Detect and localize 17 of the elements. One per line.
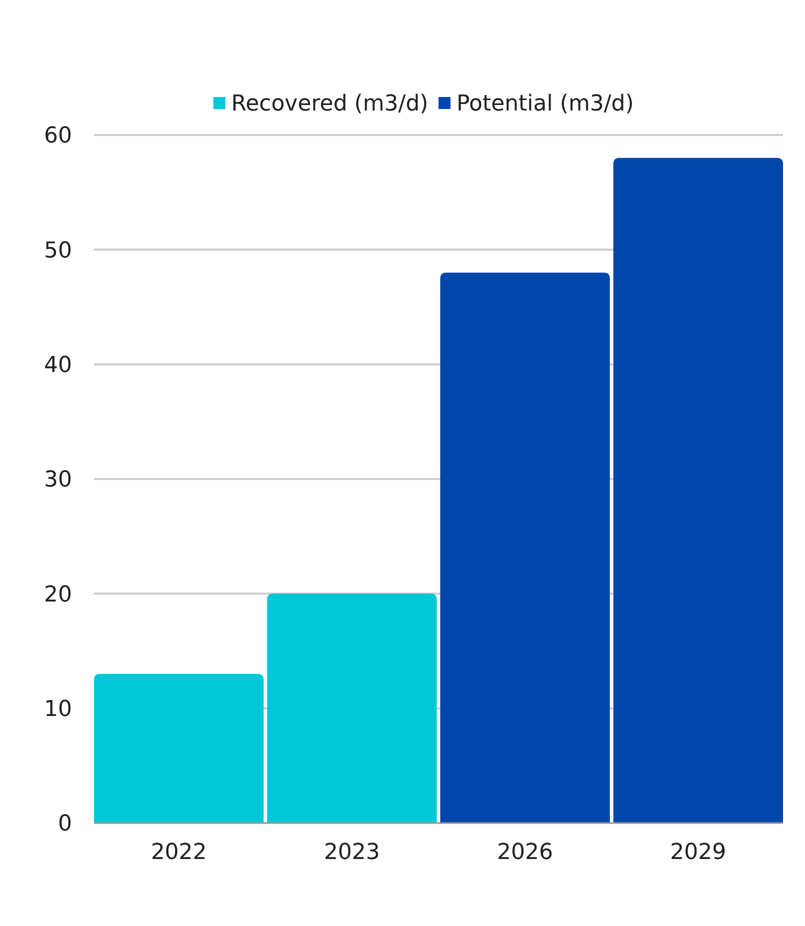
bar — [440, 272, 610, 823]
x-tick-label: 2029 — [670, 840, 726, 865]
bar — [267, 594, 437, 823]
y-tick-label: 10 — [44, 697, 72, 722]
y-tick-label: 20 — [44, 582, 72, 608]
legend-label: Potential (m3/d) — [456, 92, 634, 117]
y-tick-label: 30 — [44, 468, 72, 493]
y-tick-label: 50 — [44, 238, 72, 264]
y-tick-label: 60 — [44, 124, 72, 149]
bar — [94, 674, 264, 823]
y-tick-label: 40 — [44, 353, 72, 378]
bar — [613, 158, 783, 823]
x-tick-label: 2022 — [150, 840, 207, 865]
y-tick-label: 0 — [58, 812, 72, 837]
x-tick-label: 2026 — [497, 840, 554, 865]
legend-label: Recovered (m3/d) — [231, 92, 428, 117]
x-tick-label: 2023 — [324, 840, 380, 865]
